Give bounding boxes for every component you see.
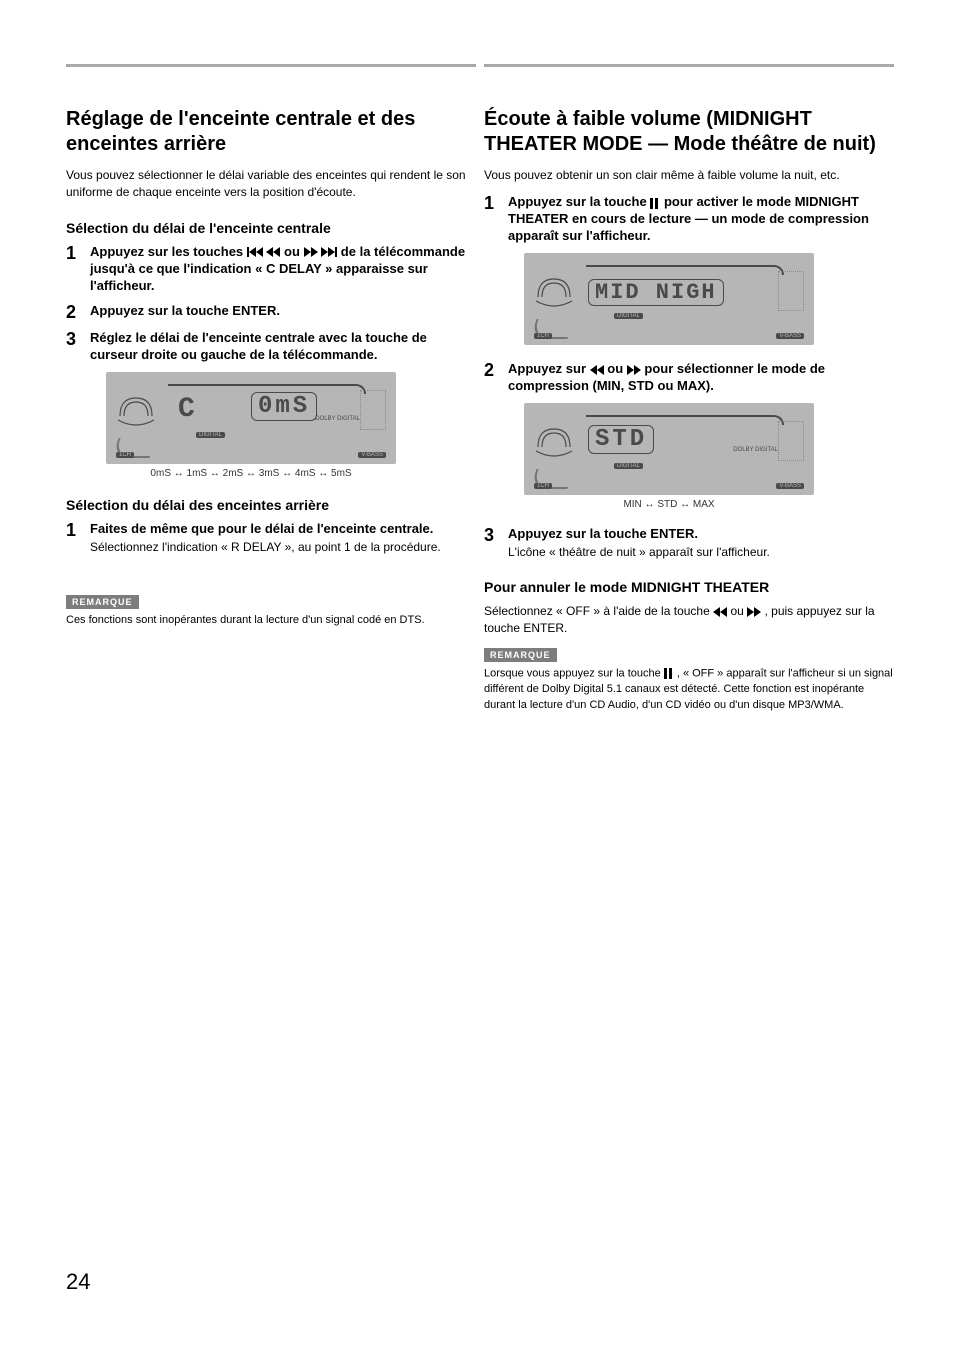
- rear-delay-heading: Sélection du délai des enceintes arrière: [66, 497, 476, 513]
- lcd-delay-value: 0mS: [251, 392, 317, 421]
- step-number: 1: [66, 244, 90, 295]
- dolby-digital-label: DOLBY DIGITAL: [315, 416, 360, 422]
- left-column: Réglage de l'enceinte centrale et des en…: [66, 64, 476, 658]
- lcd-midnight-text: MID NIGH: [588, 279, 724, 306]
- step-number: 3: [66, 330, 90, 364]
- vbass-badge: V-BASS: [358, 452, 386, 458]
- right-intro: Vous pouvez obtenir un son clair même à …: [484, 167, 894, 184]
- remark-label: REMARQUE: [484, 648, 557, 662]
- digital-badge: DIGITAL: [614, 313, 643, 319]
- rewind-icon: [266, 244, 280, 261]
- lcd-std-text: STD: [588, 425, 654, 454]
- midnight-step-1: 1 Appuyez sur la touche pour activer le …: [484, 194, 894, 245]
- dolby-dome-icon: [116, 390, 156, 430]
- midnight-step-3: 3 Appuyez sur la touche ENTER. L'icône «…: [484, 526, 894, 560]
- step-fragment: Appuyez sur: [508, 361, 586, 376]
- midnight-off-body: Sélectionnez « OFF » à l'aide de la touc…: [484, 603, 894, 638]
- lcd-std-caption: MIN ↔ STD ↔ MAX: [524, 499, 814, 510]
- step-text: Appuyez sur la touche pour activer le mo…: [508, 194, 894, 245]
- remark-text: Ces fonctions sont inopérantes durant la…: [66, 613, 476, 628]
- column-divider: [66, 64, 476, 67]
- step-text: Appuyez sur la touche ENTER.: [90, 303, 280, 323]
- step-text: Appuyez sur les touches ou de la télécom…: [90, 244, 476, 295]
- step-fragment: Faites de même que pour le délai de l'en…: [90, 521, 433, 536]
- step-text: Appuyez sur la touche ENTER. L'icône « t…: [508, 526, 770, 560]
- step-fragment: Appuyez sur les touches: [90, 244, 243, 259]
- step-subtext: L'icône « théâtre de nuit » apparaît sur…: [508, 545, 770, 561]
- channel-badge: 1CH: [534, 483, 552, 489]
- midnight-off-heading: Pour annuler le mode MIDNIGHT THEATER: [484, 579, 894, 595]
- pause-icon: [650, 195, 660, 212]
- center-delay-heading: Sélection du délai de l'enceinte central…: [66, 220, 476, 236]
- left-title: Réglage de l'enceinte centrale et des en…: [66, 107, 476, 157]
- fast-forward-icon: [627, 361, 641, 378]
- next-track-icon: [321, 244, 337, 261]
- page-number: 24: [66, 1269, 90, 1295]
- lcd-decor: [778, 421, 804, 461]
- lcd-midnight: MID NIGH DIGITAL 1CH V-BASS: [524, 253, 814, 345]
- channel-badge: 1CH: [534, 333, 552, 339]
- rear-step-1: 1 Faites de même que pour le délai de l'…: [66, 521, 476, 555]
- lcd-channel-letter: C: [178, 394, 198, 425]
- step-fragment: Appuyez sur la touche ENTER.: [508, 526, 698, 541]
- remark-label: REMARQUE: [66, 595, 139, 609]
- left-intro: Vous pouvez sélectionner le délai variab…: [66, 167, 476, 202]
- lcd-center-caption: 0mS ↔ 1mS ↔ 2mS ↔ 3mS ↔ 4mS ↔ 5mS: [106, 468, 396, 479]
- step-number: 2: [484, 361, 508, 395]
- fast-forward-icon: [304, 244, 318, 261]
- midnight-step-2: 2 Appuyez sur ou pour sélectionner le mo…: [484, 361, 894, 395]
- dolby-digital-label: DOLBY DIGITAL: [733, 447, 778, 453]
- dolby-dome-icon: [534, 421, 574, 461]
- vbass-badge: V-BASS: [776, 333, 804, 339]
- digital-badge: DIGITAL: [614, 463, 643, 469]
- fragment: Lorsque vous appuyez sur la touche: [484, 668, 664, 680]
- step-text: Faites de même que pour le délai de l'en…: [90, 521, 441, 555]
- rewind-icon: [713, 603, 727, 620]
- center-step-3: 3 Réglez le délai de l'enceinte centrale…: [66, 330, 476, 364]
- vbass-badge: V-BASS: [776, 483, 804, 489]
- step-fragment: Appuyez sur la touche: [508, 194, 647, 209]
- lcd-decor: [778, 271, 804, 311]
- step-number: 2: [66, 303, 90, 323]
- step-text: Appuyez sur ou pour sélectionner le mode…: [508, 361, 894, 395]
- digital-badge: DIGITAL: [196, 432, 225, 438]
- rewind-icon: [590, 361, 604, 378]
- step-text: Réglez le délai de l'enceinte centrale a…: [90, 330, 476, 364]
- prev-track-icon: [247, 244, 263, 261]
- column-divider: [484, 64, 894, 67]
- channel-badge: 1CH: [116, 452, 134, 458]
- step-fragment: ou: [607, 361, 623, 376]
- remark-text: Lorsque vous appuyez sur la touche , « O…: [484, 666, 894, 713]
- right-title: Écoute à faible volume (MIDNIGHT THEATER…: [484, 107, 894, 157]
- fast-forward-icon: [747, 603, 761, 620]
- lcd-decor: [586, 265, 784, 275]
- lcd-decor: [360, 390, 386, 430]
- lcd-center-delay: C 0mS DIGITAL DOLBY DIGITAL 1CH V-BASS: [106, 372, 396, 464]
- center-step-1: 1 Appuyez sur les touches ou de la téléc…: [66, 244, 476, 295]
- step-number: 1: [484, 194, 508, 245]
- lcd-decor: [586, 415, 784, 425]
- fragment: ou: [730, 604, 747, 618]
- fragment: Sélectionnez « OFF » à l'aide de la touc…: [484, 604, 713, 618]
- right-column: Écoute à faible volume (MIDNIGHT THEATER…: [484, 64, 894, 743]
- center-step-2: 2 Appuyez sur la touche ENTER.: [66, 303, 476, 323]
- lcd-std: STD DIGITAL DOLBY DIGITAL 1CH V-BASS: [524, 403, 814, 495]
- step-fragment: ou: [284, 244, 300, 259]
- step-number: 1: [66, 521, 90, 555]
- step-number: 3: [484, 526, 508, 560]
- dolby-dome-icon: [534, 271, 574, 311]
- step-subtext: Sélectionnez l'indication « R DELAY », a…: [90, 540, 441, 556]
- pause-icon: [664, 666, 674, 681]
